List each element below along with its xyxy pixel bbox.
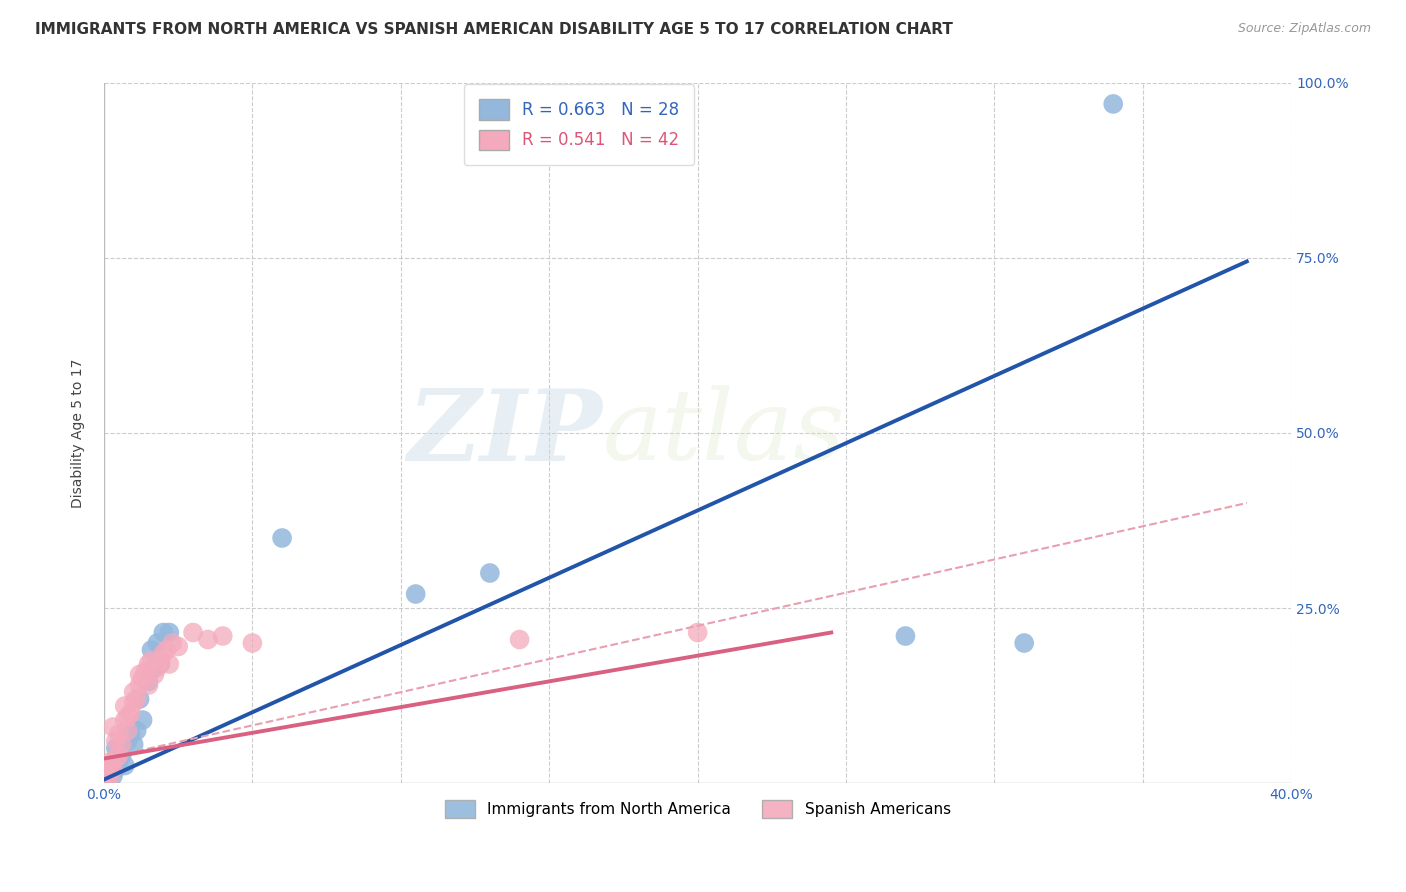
Point — [98, 769, 121, 783]
Point — [181, 625, 204, 640]
Point — [138, 674, 160, 689]
Point — [122, 696, 145, 710]
Point — [120, 706, 142, 720]
Point — [686, 625, 709, 640]
Point — [96, 765, 118, 780]
Point — [509, 632, 531, 647]
Text: atlas: atlas — [603, 385, 845, 481]
Point — [141, 643, 163, 657]
Point — [894, 629, 917, 643]
Point — [138, 657, 160, 671]
Point — [141, 653, 163, 667]
Text: Source: ZipAtlas.com: Source: ZipAtlas.com — [1237, 22, 1371, 36]
Point — [117, 734, 139, 748]
Point — [104, 762, 127, 776]
Point — [128, 692, 150, 706]
Point — [117, 723, 139, 738]
Point — [111, 738, 134, 752]
Point — [108, 727, 131, 741]
Point — [96, 762, 118, 776]
Point — [101, 762, 124, 776]
Point — [114, 699, 136, 714]
Point — [114, 758, 136, 772]
Point — [125, 692, 148, 706]
Point — [98, 765, 121, 780]
Point — [128, 678, 150, 692]
Point — [98, 758, 121, 772]
Point — [157, 625, 180, 640]
Point — [117, 709, 139, 723]
Point — [96, 769, 118, 783]
Point — [143, 667, 166, 681]
Point — [155, 643, 177, 657]
Point — [138, 678, 160, 692]
Point — [131, 671, 153, 685]
Point — [104, 751, 127, 765]
Point — [405, 587, 427, 601]
Point — [197, 632, 219, 647]
Y-axis label: Disability Age 5 to 17: Disability Age 5 to 17 — [72, 359, 86, 508]
Point — [101, 720, 124, 734]
Point — [167, 640, 190, 654]
Point — [128, 667, 150, 681]
Point — [149, 653, 172, 667]
Point — [143, 660, 166, 674]
Point — [108, 747, 131, 762]
Text: ZIP: ZIP — [408, 384, 603, 482]
Point — [111, 747, 134, 762]
Point — [478, 566, 501, 580]
Point — [120, 727, 142, 741]
Point — [152, 625, 174, 640]
Point — [162, 636, 184, 650]
Point — [211, 629, 233, 643]
Point — [98, 762, 121, 776]
Point — [157, 657, 180, 671]
Point — [146, 636, 169, 650]
Point — [108, 755, 131, 769]
Legend: Immigrants from North America, Spanish Americans: Immigrants from North America, Spanish A… — [439, 794, 957, 824]
Text: IMMIGRANTS FROM NORTH AMERICA VS SPANISH AMERICAN DISABILITY AGE 5 TO 17 CORRELA: IMMIGRANTS FROM NORTH AMERICA VS SPANISH… — [35, 22, 953, 37]
Point — [104, 741, 127, 756]
Point — [135, 664, 157, 678]
Point — [125, 723, 148, 738]
Point — [1102, 97, 1125, 112]
Point — [101, 769, 124, 783]
Point — [98, 755, 121, 769]
Point — [271, 531, 294, 545]
Point — [146, 660, 169, 674]
Point — [242, 636, 264, 650]
Point — [122, 685, 145, 699]
Point — [149, 657, 172, 671]
Point — [101, 758, 124, 772]
Point — [152, 647, 174, 661]
Point — [114, 713, 136, 727]
Point — [96, 769, 118, 783]
Point — [131, 713, 153, 727]
Point — [122, 738, 145, 752]
Point — [104, 734, 127, 748]
Point — [1012, 636, 1035, 650]
